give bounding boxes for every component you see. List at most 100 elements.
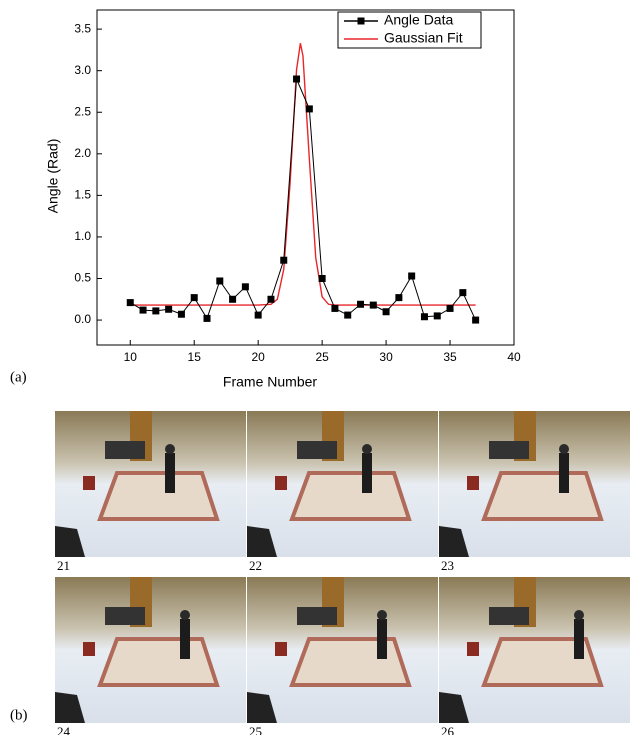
desk <box>489 607 529 625</box>
corner-object <box>247 692 277 723</box>
data-point <box>318 274 326 282</box>
x-tick-label: 25 <box>315 350 329 364</box>
y-tick-label: 2.5 <box>74 104 91 118</box>
rug <box>97 637 220 687</box>
corner-object <box>55 692 85 723</box>
legend-label: Gaussian Fit <box>384 30 463 46</box>
rug <box>289 637 412 687</box>
legend-marker <box>357 17 365 25</box>
y-tick-label: 1.5 <box>74 188 91 202</box>
chair <box>275 476 287 490</box>
frame-image <box>247 577 438 723</box>
frame-caption: 22 <box>249 558 262 573</box>
data-point <box>382 308 390 316</box>
data-point <box>216 277 224 285</box>
corner-object <box>55 526 85 557</box>
data-point <box>344 311 352 319</box>
panel-label: (a) <box>10 369 27 385</box>
y-tick-label: 1.0 <box>74 229 91 243</box>
person-head <box>574 610 584 620</box>
person <box>180 619 190 659</box>
data-point <box>395 294 403 302</box>
desk <box>489 441 529 459</box>
data-point <box>433 312 441 320</box>
data-point <box>165 305 173 313</box>
x-axis-label: Frame Number <box>223 374 317 390</box>
plot-frame <box>96 9 515 346</box>
x-tick-label: 20 <box>251 350 265 364</box>
y-tick-label: 3.0 <box>74 63 91 77</box>
data-point <box>126 299 134 307</box>
rug <box>481 471 604 521</box>
rug <box>481 637 604 687</box>
frame-caption: 26 <box>441 724 455 735</box>
data-point <box>408 272 416 280</box>
desk <box>105 607 145 625</box>
corner-object <box>439 692 469 723</box>
chair <box>467 642 479 656</box>
chair <box>83 476 95 490</box>
data-point <box>254 311 262 319</box>
frame-caption: 23 <box>441 558 454 573</box>
panel-label: (b) <box>10 707 28 723</box>
frame-image <box>439 411 630 557</box>
data-point <box>190 294 198 302</box>
x-tick-label: 30 <box>379 350 393 364</box>
data-point <box>267 295 275 303</box>
x-tick-label: 35 <box>443 350 457 364</box>
frame-image <box>439 577 630 723</box>
corner-object <box>247 526 277 557</box>
data-point <box>139 306 147 314</box>
x-tick-label: 40 <box>507 350 521 364</box>
person-head <box>165 444 175 454</box>
y-axis-label: Angle (Rad) <box>45 139 61 214</box>
rug <box>97 471 220 521</box>
data-point <box>459 289 467 297</box>
series-line <box>130 43 476 306</box>
person <box>377 619 387 659</box>
person-head <box>362 444 372 454</box>
data-point <box>369 301 377 309</box>
x-tick-label: 15 <box>188 350 202 364</box>
data-point <box>305 105 313 113</box>
y-tick-label: 3.5 <box>74 21 91 35</box>
frame-image <box>55 577 246 723</box>
rug <box>289 471 412 521</box>
person <box>559 453 569 493</box>
frame-image <box>55 411 246 557</box>
person-head <box>559 444 569 454</box>
desk <box>297 441 337 459</box>
frame-caption: 24 <box>57 724 71 735</box>
data-point <box>293 75 301 83</box>
data-point <box>357 300 365 308</box>
data-point <box>177 310 185 318</box>
y-tick-label: 0.5 <box>74 271 91 285</box>
frame-caption: 25 <box>249 724 262 735</box>
data-point <box>203 314 211 322</box>
data-point <box>472 316 480 324</box>
y-tick-label: 2.0 <box>74 146 91 160</box>
person <box>574 619 584 659</box>
data-point <box>331 304 339 312</box>
legend-label: Angle Data <box>384 12 453 28</box>
corner-object <box>439 526 469 557</box>
person-head <box>377 610 387 620</box>
data-point <box>420 313 428 321</box>
frame-image <box>247 411 438 557</box>
chair <box>83 642 95 656</box>
y-tick-label: 0.0 <box>74 312 91 326</box>
desk <box>105 441 145 459</box>
x-tick-label: 10 <box>124 350 138 364</box>
data-point <box>280 256 288 264</box>
person-head <box>180 610 190 620</box>
series-line <box>130 78 477 321</box>
data-point <box>446 304 454 312</box>
data-point <box>229 295 237 303</box>
chair <box>467 476 479 490</box>
person <box>362 453 372 493</box>
frame-caption: 21 <box>57 558 70 573</box>
desk <box>297 607 337 625</box>
chair <box>275 642 287 656</box>
data-point <box>241 283 249 291</box>
